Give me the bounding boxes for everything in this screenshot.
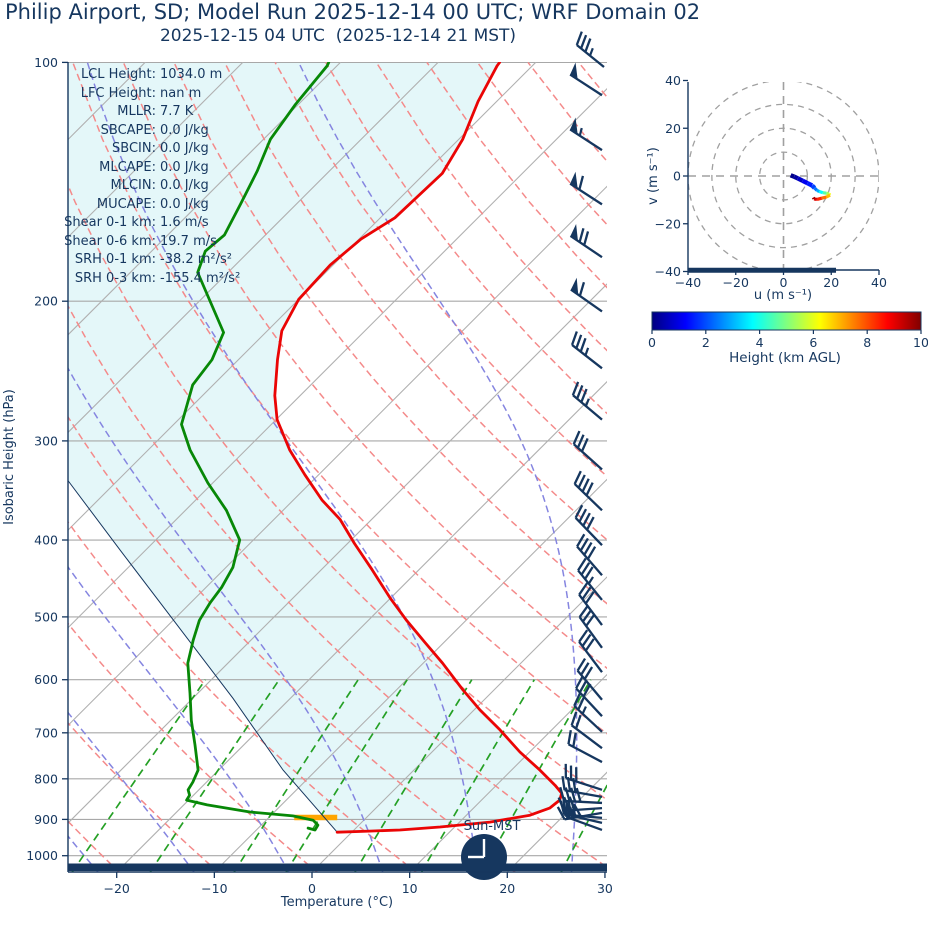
sun-mst-label: Sun-MST	[463, 819, 521, 834]
stat-mucape: MUCAPE: 0.0 J/kg	[96, 196, 209, 212]
stat-srh03: SRH 0-3 km: -155.4 m²/s²	[74, 271, 241, 287]
svg-text:20: 20	[823, 275, 839, 290]
isotherm-gridlines	[68, 62, 607, 872]
svg-text:6: 6	[809, 335, 817, 350]
svg-text:20: 20	[499, 881, 515, 896]
svg-text:500: 500	[34, 609, 58, 624]
svg-text:200: 200	[34, 294, 58, 309]
svg-text:−40: −40	[655, 264, 681, 279]
y-axis-label: Isobaric Height (hPa)	[2, 389, 17, 525]
mixing-ratio-lines	[71, 679, 607, 872]
hodograph-rings	[688, 82, 879, 270]
svg-text:8: 8	[863, 335, 871, 350]
sun-clock-icon	[461, 834, 507, 880]
isobar-gridlines	[68, 62, 607, 857]
svg-text:0: 0	[780, 275, 788, 290]
svg-text:900: 900	[34, 812, 58, 827]
svg-text:−20: −20	[104, 881, 130, 896]
parcel-path-line	[68, 480, 338, 833]
svg-text:2: 2	[702, 335, 710, 350]
stat-shear06: Shear 0-6 km: 19.7 m/s	[64, 233, 217, 249]
stats-block: LCL Height: 1034.0 m LFC Height: nan m MLL…	[60, 66, 240, 289]
svg-text:0: 0	[308, 881, 316, 896]
temperature-curve	[273, 62, 564, 834]
main-title: Philip Airport, SD; Model Run 2025-12-14…	[5, 0, 701, 24]
svg-text:600: 600	[34, 672, 58, 687]
night-span-bar	[68, 863, 607, 871]
svg-text:0: 0	[673, 169, 681, 184]
parcel-temperature-shading	[68, 62, 562, 833]
svg-text:40: 40	[871, 275, 887, 290]
stat-srh01: SRH 0-1 km: -38.2 m²/s²	[74, 252, 233, 268]
stat-lcl: LCL Height: 1034.0 m	[80, 67, 223, 82]
stat-sbcin: SBCIN: 0.0 J/kg	[112, 141, 209, 157]
svg-text:300: 300	[34, 433, 58, 448]
stat-lfc: LFC Height: nan m	[80, 85, 202, 101]
svg-text:800: 800	[34, 771, 58, 786]
hodograph-trace	[789, 173, 832, 201]
hodograph: −40 −20 0 20 40 −40 −20 0 20 40	[655, 73, 887, 290]
stat-shear01: Shear 0-1 km: 1.6 m/s	[64, 215, 209, 231]
svg-text:400: 400	[34, 533, 58, 548]
hodograph-y-axis-label: v (m s⁻¹)	[646, 147, 661, 205]
svg-text:10: 10	[402, 881, 418, 896]
svg-text:700: 700	[34, 725, 58, 740]
svg-text:40: 40	[665, 73, 681, 88]
svg-text:−20: −20	[655, 216, 681, 231]
subtitle: 2025-12-15 04 UTC (2025-12-14 21 MST)	[159, 26, 517, 46]
svg-text:100: 100	[34, 55, 58, 70]
stat-mlcin: MLCIN: 0.0 J/kg	[110, 178, 209, 194]
hodograph-x-axis-label: u (m s⁻¹)	[753, 288, 813, 303]
wind-barbs	[556, 62, 603, 832]
dry-adiabats	[68, 62, 607, 872]
svg-text:30: 30	[597, 881, 613, 896]
skewt-axes: −20 −10 0 10 20 30 100 200 300 400 500 600 700 800 900…	[26, 55, 613, 896]
colorbar-label: Height (km AGL)	[729, 350, 841, 366]
stat-mlcape: MLCAPE: 0.0 J/kg	[99, 159, 209, 175]
svg-text:−20: −20	[723, 275, 749, 290]
stat-mllr: MLLR: 7.7 K	[117, 104, 194, 120]
svg-text:20: 20	[665, 121, 681, 136]
svg-text:−40: −40	[675, 275, 701, 290]
height-colorbar: 0 2 4 6 8 10	[648, 311, 928, 350]
svg-text:1000: 1000	[26, 848, 58, 863]
svg-text:10: 10	[913, 335, 928, 350]
svg-text:−10: −10	[201, 881, 227, 896]
hodograph-axes: −40 −20 0 20 40 −40 −20 0 20 40	[655, 73, 887, 290]
title-wind-barb-icon	[575, 31, 605, 68]
stat-sbcape: SBCAPE: 0.0 J/kg	[100, 122, 209, 138]
x-axis-label: Temperature (°C)	[280, 895, 394, 910]
svg-text:0: 0	[648, 335, 656, 350]
dewpoint-curve	[180, 62, 331, 832]
svg-text:4: 4	[756, 335, 764, 350]
